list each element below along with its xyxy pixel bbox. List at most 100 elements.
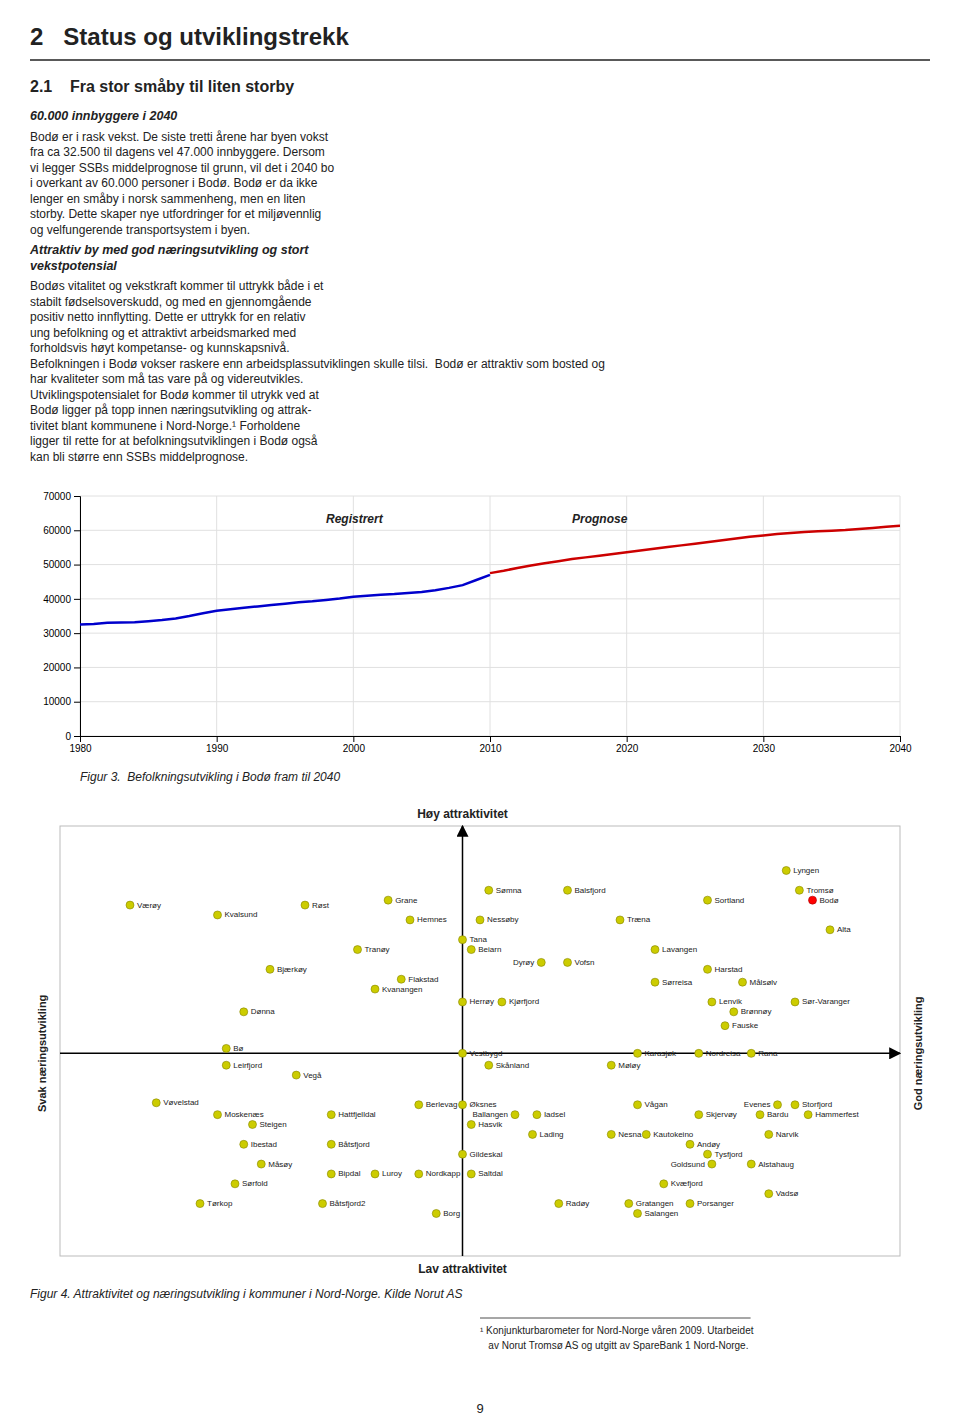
body-text: i overkant av 60.000 personer i Bodø. Bo… — [30, 176, 318, 190]
scatter-point — [327, 1111, 335, 1119]
tick: 2000 — [343, 736, 366, 754]
point-label: Bardu — [767, 1110, 788, 1119]
axis-label-right: God næringsutvikling — [912, 997, 924, 1111]
point-label: Nesna — [618, 1130, 642, 1139]
point-label: Sortland — [715, 896, 745, 905]
scatter-point — [152, 1099, 160, 1107]
page: 2 Status og utviklingstrekk2.1 Fra stor … — [0, 0, 960, 1427]
scatter-point — [511, 1111, 519, 1119]
scatter-point — [730, 1008, 738, 1016]
scatter-point — [774, 1101, 782, 1109]
scatter-point — [371, 1170, 379, 1178]
scatter-point — [607, 1130, 615, 1138]
point-label: Iadsel — [544, 1110, 566, 1119]
body-text: Befolkningen i Bodø vokser raskere enn a… — [30, 357, 605, 371]
point-label: Kvalsund — [225, 910, 258, 919]
body-heading: Attraktiv by med god næringsutvikling og… — [29, 243, 309, 257]
tick-mark — [627, 736, 628, 742]
scatter-point — [564, 886, 572, 894]
axis-label-bottom: Lav attraktivitet — [418, 1262, 507, 1276]
grid-line-y — [80, 530, 900, 531]
tick: 30000 — [43, 628, 80, 639]
grid-line-x — [216, 496, 217, 736]
scatter-point — [485, 1061, 493, 1069]
scatter-point — [704, 896, 712, 904]
tick: 60000 — [43, 525, 80, 536]
point-label: Grane — [395, 896, 418, 905]
grid-line-x — [353, 496, 354, 736]
point-label: Sørfold — [242, 1179, 268, 1188]
plot-area — [80, 526, 900, 625]
point-label: Steigen — [260, 1120, 287, 1129]
scatter-point — [791, 998, 799, 1006]
footnote-rule — [480, 1318, 751, 1319]
page-svg: 2 Status og utviklingstrekk2.1 Fra stor … — [0, 0, 960, 1427]
scatter-point — [459, 1101, 467, 1109]
point-label: Vadsø — [776, 1189, 799, 1198]
tick-label: 1980 — [69, 743, 92, 754]
body-text: Bodø er i rask vekst. De siste tretti år… — [30, 130, 329, 144]
scatter-point — [327, 1140, 335, 1148]
scatter-point — [555, 1200, 563, 1208]
point-label: Gildeskal — [470, 1150, 503, 1159]
tick-mark — [74, 667, 80, 668]
scatter-point — [257, 1160, 265, 1168]
point-label: Brønnøy — [741, 1007, 772, 1016]
x-axis: 1980199020002010202020302040 — [69, 736, 912, 754]
line-chart: 1980199020002010202020302040010000200003… — [43, 491, 912, 784]
point-label: Skånland — [496, 1061, 529, 1070]
point-label: Hammerfest — [815, 1110, 859, 1119]
point-label: Tranøy — [365, 945, 390, 954]
point-label: Sømna — [496, 886, 522, 895]
point-label: Kjørfjord — [509, 997, 539, 1006]
point-label: Vågan — [645, 1100, 668, 1109]
scatter-point — [126, 901, 134, 909]
body-text: tivitet blant kommunene i Nord-Norge.¹ F… — [30, 419, 300, 433]
scatter-point — [533, 1111, 541, 1119]
point-label: Skjervøy — [706, 1110, 737, 1119]
scatter-point — [704, 1150, 712, 1158]
scatter-point — [686, 1140, 694, 1148]
point-label: Måsøy — [268, 1160, 292, 1169]
point-label: Borg — [443, 1209, 460, 1218]
scatter-point — [809, 896, 817, 904]
tick-label: 20000 — [43, 662, 71, 673]
tick-label: 70000 — [43, 491, 71, 502]
scatter-point — [616, 916, 624, 924]
footnote: ¹ Konjunkturbarometer for Nord-Norge vår… — [480, 1325, 754, 1336]
tick-mark — [900, 736, 901, 742]
section-title: 2.1 Fra stor småby til liten storby — [30, 78, 294, 95]
point-label: Sørreisa — [662, 978, 693, 987]
scatter-point — [319, 1200, 327, 1208]
point-label: Storfjord — [802, 1100, 832, 1109]
point-label: Ibestad — [251, 1140, 277, 1149]
scatter-point — [739, 978, 747, 986]
scatter-point — [432, 1209, 440, 1217]
scatter-point — [765, 1190, 773, 1198]
scatter-point — [231, 1180, 239, 1188]
point-labels: VærøyKvalsundRøstGraneHemnesSømnaNessøby… — [137, 866, 859, 1218]
point-label: Dyrøy — [513, 958, 534, 967]
scatter-point — [660, 1180, 668, 1188]
tick-mark — [353, 736, 354, 742]
body-heading: 60.000 innbyggere i 2040 — [30, 109, 177, 123]
point-label: Herrøy — [470, 997, 494, 1006]
series-line — [80, 575, 490, 625]
tick-label: 1990 — [206, 743, 229, 754]
point-label: Vestbygd — [470, 1049, 503, 1058]
point-label: Kvæfjord — [671, 1179, 703, 1188]
point-label: Alta — [837, 925, 851, 934]
scatter-point — [634, 1049, 642, 1057]
title-rule — [30, 59, 930, 61]
point-label: Dønna — [251, 1007, 276, 1016]
tick-mark — [490, 736, 491, 742]
scatter-point — [476, 916, 484, 924]
tick-label: 2000 — [343, 743, 366, 754]
tick-mark — [217, 736, 218, 742]
tick: 0 — [65, 731, 80, 742]
scatter-point — [747, 1160, 755, 1168]
scatter-point — [240, 1008, 248, 1016]
tick: 2010 — [479, 736, 502, 754]
point-label: Salangen — [645, 1209, 679, 1218]
scatter-point — [292, 1071, 300, 1079]
